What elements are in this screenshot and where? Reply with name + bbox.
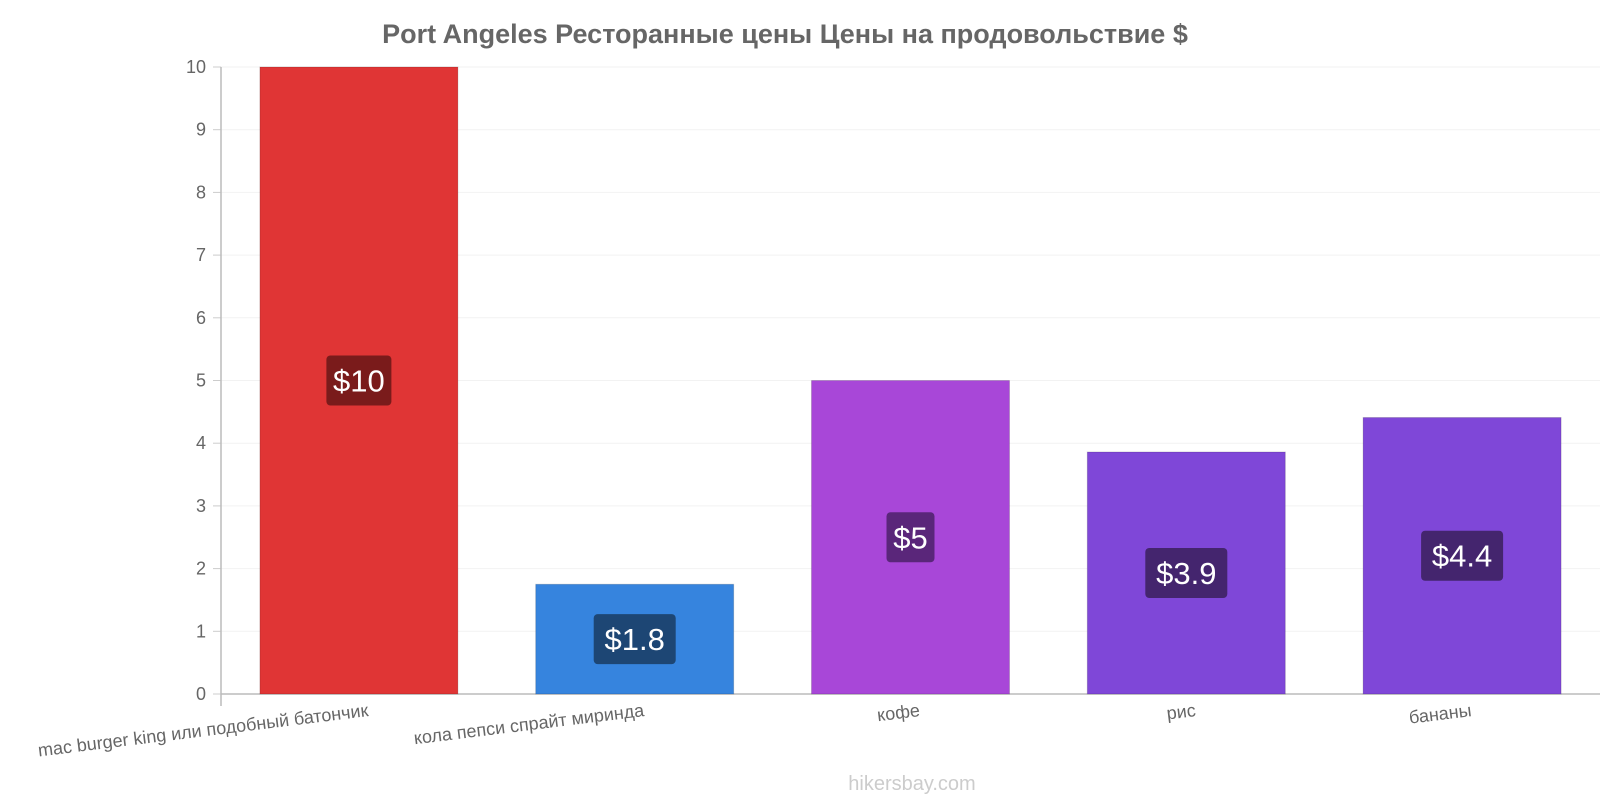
x-tick-label: рис xyxy=(1165,700,1196,723)
data-labels: $10 $1.8 $5 $3.9 $4.4 xyxy=(326,355,1504,665)
chart-title: Port Angeles Ресторанные цены Цены на пр… xyxy=(382,19,1188,49)
y-tick-label: 8 xyxy=(196,182,206,202)
data-label-background xyxy=(1421,530,1504,581)
x-tick-label: mac burger king или подобный батончик xyxy=(37,700,370,760)
data-label: $10 xyxy=(333,364,385,399)
data-label: $3.9 xyxy=(1156,556,1216,591)
y-tick-label: 10 xyxy=(186,57,206,77)
watermark: hikersbay.com xyxy=(848,773,975,795)
y-tick-label: 4 xyxy=(196,433,206,453)
data-label-background xyxy=(1145,547,1228,598)
x-tick-label: кофе xyxy=(876,700,921,725)
y-tick-label: 2 xyxy=(196,559,206,579)
data-label: $1.8 xyxy=(605,622,665,657)
x-tick-labels: mac burger king или подобный батончик кол… xyxy=(37,700,1473,761)
x-tick-label: бананы xyxy=(1408,700,1473,727)
y-tick-label: 3 xyxy=(196,496,206,516)
data-label-background xyxy=(593,614,676,665)
y-tick-label: 6 xyxy=(196,308,206,328)
y-tick-label: 1 xyxy=(196,621,206,641)
y-tick-label: 9 xyxy=(196,120,206,140)
data-label-background xyxy=(886,512,935,563)
y-tick-label: 5 xyxy=(196,371,206,391)
y-tick-label: 7 xyxy=(196,245,206,265)
data-label: $5 xyxy=(893,520,927,555)
data-label: $4.4 xyxy=(1432,539,1492,574)
data-label-background xyxy=(326,355,392,406)
x-tick-label: кола пепси спрайт миринда xyxy=(413,700,646,748)
y-tick-label: 0 xyxy=(196,684,206,704)
